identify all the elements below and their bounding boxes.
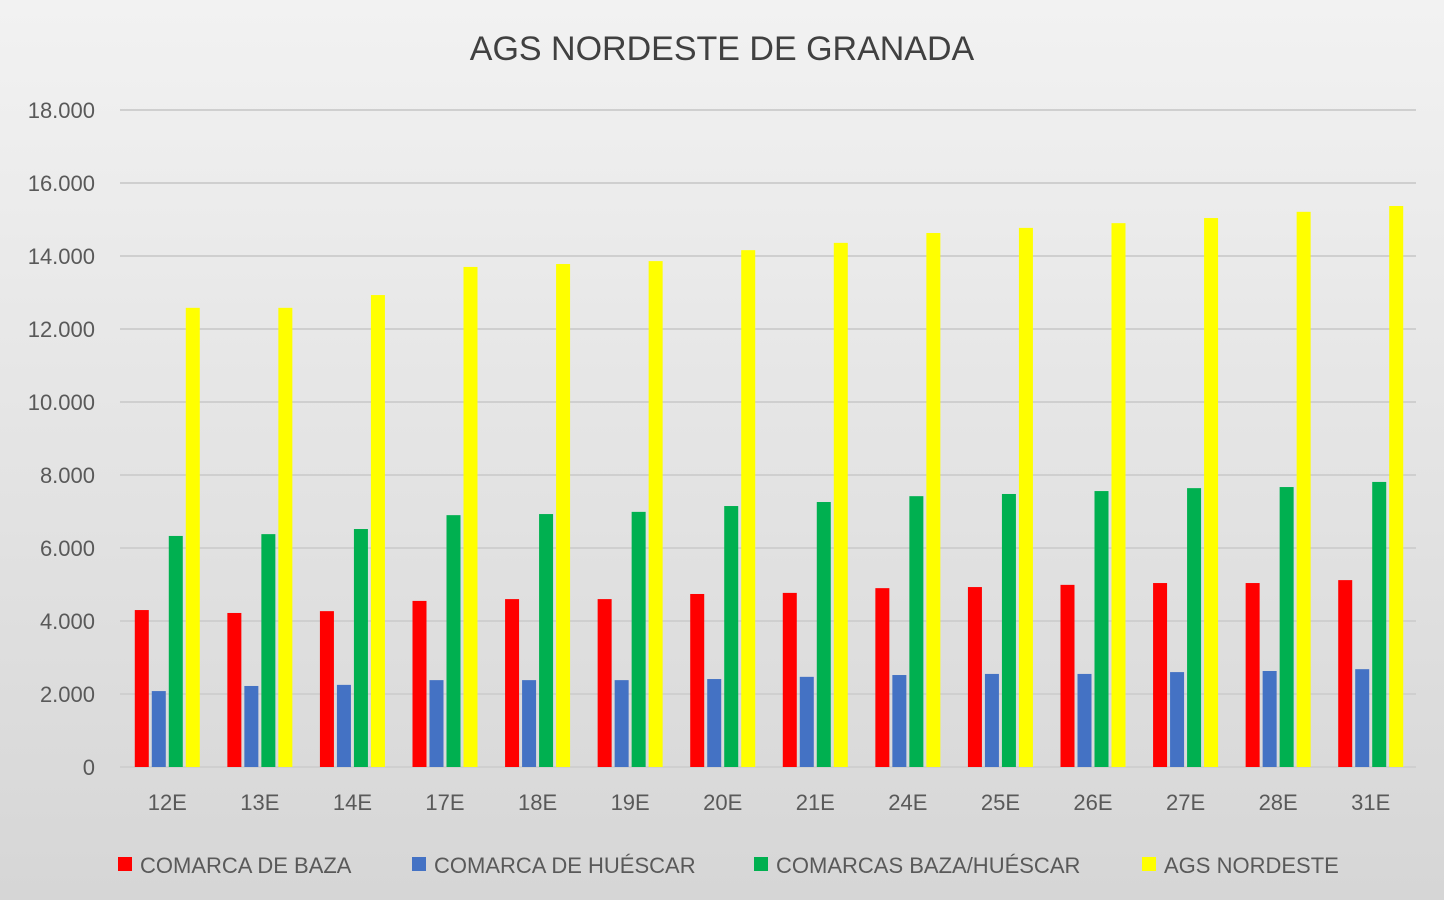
bar-comarca-de-baza-17E bbox=[412, 600, 427, 767]
bar-comarca-de-hu-scar-14E bbox=[336, 684, 351, 767]
bar-comarcas-baza-hu-scar-20E bbox=[724, 506, 739, 767]
x-tick-label: 26E bbox=[1073, 790, 1112, 815]
y-tick-label: 2.000 bbox=[40, 682, 95, 707]
bar-comarcas-baza-hu-scar-28E bbox=[1279, 487, 1294, 767]
y-tick-label: 12.000 bbox=[28, 317, 95, 342]
legend-swatch bbox=[754, 857, 768, 871]
legend-swatch bbox=[1142, 857, 1156, 871]
bar-comarcas-baza-hu-scar-19E bbox=[631, 511, 646, 767]
bar-comarcas-baza-hu-scar-13E bbox=[261, 534, 276, 767]
bar-comarca-de-hu-scar-26E bbox=[1077, 673, 1092, 767]
bar-comarcas-baza-hu-scar-14E bbox=[353, 529, 368, 767]
x-tick-label: 20E bbox=[703, 790, 742, 815]
legend-label: AGS NORDESTE bbox=[1164, 853, 1339, 878]
legend-label: COMARCAS BAZA/HUÉSCAR bbox=[776, 853, 1080, 878]
bar-comarca-de-hu-scar-27E bbox=[1170, 672, 1185, 767]
bar-comarca-de-baza-14E bbox=[319, 611, 334, 767]
bar-comarca-de-hu-scar-21E bbox=[799, 676, 814, 767]
y-tick-label: 16.000 bbox=[28, 171, 95, 196]
bar-comarca-de-baza-19E bbox=[597, 599, 612, 767]
bar-comarca-de-baza-12E bbox=[134, 610, 149, 767]
bar-comarcas-baza-hu-scar-27E bbox=[1187, 488, 1202, 767]
bar-comarcas-baza-hu-scar-31E bbox=[1372, 481, 1387, 767]
bar-comarca-de-baza-13E bbox=[227, 612, 242, 767]
x-tick-label: 27E bbox=[1166, 790, 1205, 815]
bar-ags-nordeste-17E bbox=[463, 266, 478, 767]
bar-ags-nordeste-24E bbox=[926, 233, 941, 767]
bar-comarca-de-hu-scar-13E bbox=[244, 685, 259, 767]
bar-comarca-de-baza-28E bbox=[1245, 583, 1260, 767]
bar-comarcas-baza-hu-scar-21E bbox=[816, 502, 831, 767]
x-tick-label: 14E bbox=[333, 790, 372, 815]
bar-ags-nordeste-12E bbox=[185, 307, 200, 767]
bar-comarca-de-hu-scar-20E bbox=[707, 679, 722, 767]
y-tick-label: 4.000 bbox=[40, 609, 95, 634]
legend-swatch bbox=[118, 857, 132, 871]
bar-ags-nordeste-25E bbox=[1018, 227, 1033, 767]
bar-comarcas-baza-hu-scar-26E bbox=[1094, 491, 1109, 767]
x-tick-label: 31E bbox=[1351, 790, 1390, 815]
bar-comarca-de-hu-scar-19E bbox=[614, 680, 629, 767]
bar-comarca-de-baza-20E bbox=[690, 593, 705, 767]
bar-comarcas-baza-hu-scar-25E bbox=[1001, 493, 1016, 767]
bar-comarca-de-hu-scar-17E bbox=[429, 680, 444, 767]
bar-comarca-de-baza-31E bbox=[1338, 580, 1353, 767]
x-tick-label: 13E bbox=[240, 790, 279, 815]
bar-comarca-de-hu-scar-25E bbox=[984, 673, 999, 767]
y-tick-label: 6.000 bbox=[40, 536, 95, 561]
bar-comarca-de-hu-scar-12E bbox=[151, 691, 166, 767]
bar-ags-nordeste-14E bbox=[370, 295, 385, 767]
bar-comarca-de-hu-scar-31E bbox=[1355, 669, 1370, 767]
bar-comarcas-baza-hu-scar-18E bbox=[539, 514, 554, 767]
bar-comarcas-baza-hu-scar-12E bbox=[168, 535, 183, 767]
bar-ags-nordeste-13E bbox=[278, 307, 293, 767]
bar-comarca-de-baza-25E bbox=[967, 587, 982, 767]
x-tick-label: 21E bbox=[796, 790, 835, 815]
bar-comarca-de-baza-27E bbox=[1153, 583, 1168, 767]
bar-comarca-de-hu-scar-28E bbox=[1262, 671, 1277, 767]
x-tick-label: 24E bbox=[888, 790, 927, 815]
bar-comarca-de-hu-scar-18E bbox=[522, 680, 537, 767]
y-tick-label: 10.000 bbox=[28, 390, 95, 415]
bar-comarca-de-baza-21E bbox=[782, 592, 797, 767]
y-tick-label: 14.000 bbox=[28, 244, 95, 269]
x-tick-label: 25E bbox=[981, 790, 1020, 815]
legend-swatch bbox=[412, 857, 426, 871]
x-tick-label: 19E bbox=[611, 790, 650, 815]
bar-ags-nordeste-27E bbox=[1204, 218, 1219, 768]
bar-comarca-de-baza-24E bbox=[875, 588, 890, 767]
bar-comarca-de-baza-18E bbox=[505, 599, 520, 767]
x-tick-label: 28E bbox=[1259, 790, 1298, 815]
legend-label: COMARCA DE HUÉSCAR bbox=[434, 853, 696, 878]
y-tick-label: 0 bbox=[83, 755, 95, 780]
bar-ags-nordeste-28E bbox=[1296, 211, 1311, 767]
x-tick-label: 17E bbox=[425, 790, 464, 815]
y-tick-label: 18.000 bbox=[28, 98, 95, 123]
x-tick-label: 18E bbox=[518, 790, 557, 815]
y-tick-label: 8.000 bbox=[40, 463, 95, 488]
chart-title: AGS NORDESTE DE GRANADA bbox=[470, 30, 975, 68]
bar-comarcas-baza-hu-scar-24E bbox=[909, 496, 924, 767]
bar-comarcas-baza-hu-scar-17E bbox=[446, 515, 461, 767]
legend-label: COMARCA DE BAZA bbox=[140, 853, 352, 878]
bar-ags-nordeste-20E bbox=[741, 250, 756, 767]
bar-comarca-de-hu-scar-24E bbox=[892, 675, 907, 767]
bar-ags-nordeste-31E bbox=[1389, 205, 1404, 767]
bar-ags-nordeste-21E bbox=[833, 242, 848, 768]
x-tick-label: 12E bbox=[148, 790, 187, 815]
bar-ags-nordeste-19E bbox=[648, 261, 663, 767]
bar-comarca-de-baza-26E bbox=[1060, 584, 1075, 767]
bar-ags-nordeste-18E bbox=[556, 264, 571, 767]
bar-ags-nordeste-26E bbox=[1111, 223, 1126, 767]
